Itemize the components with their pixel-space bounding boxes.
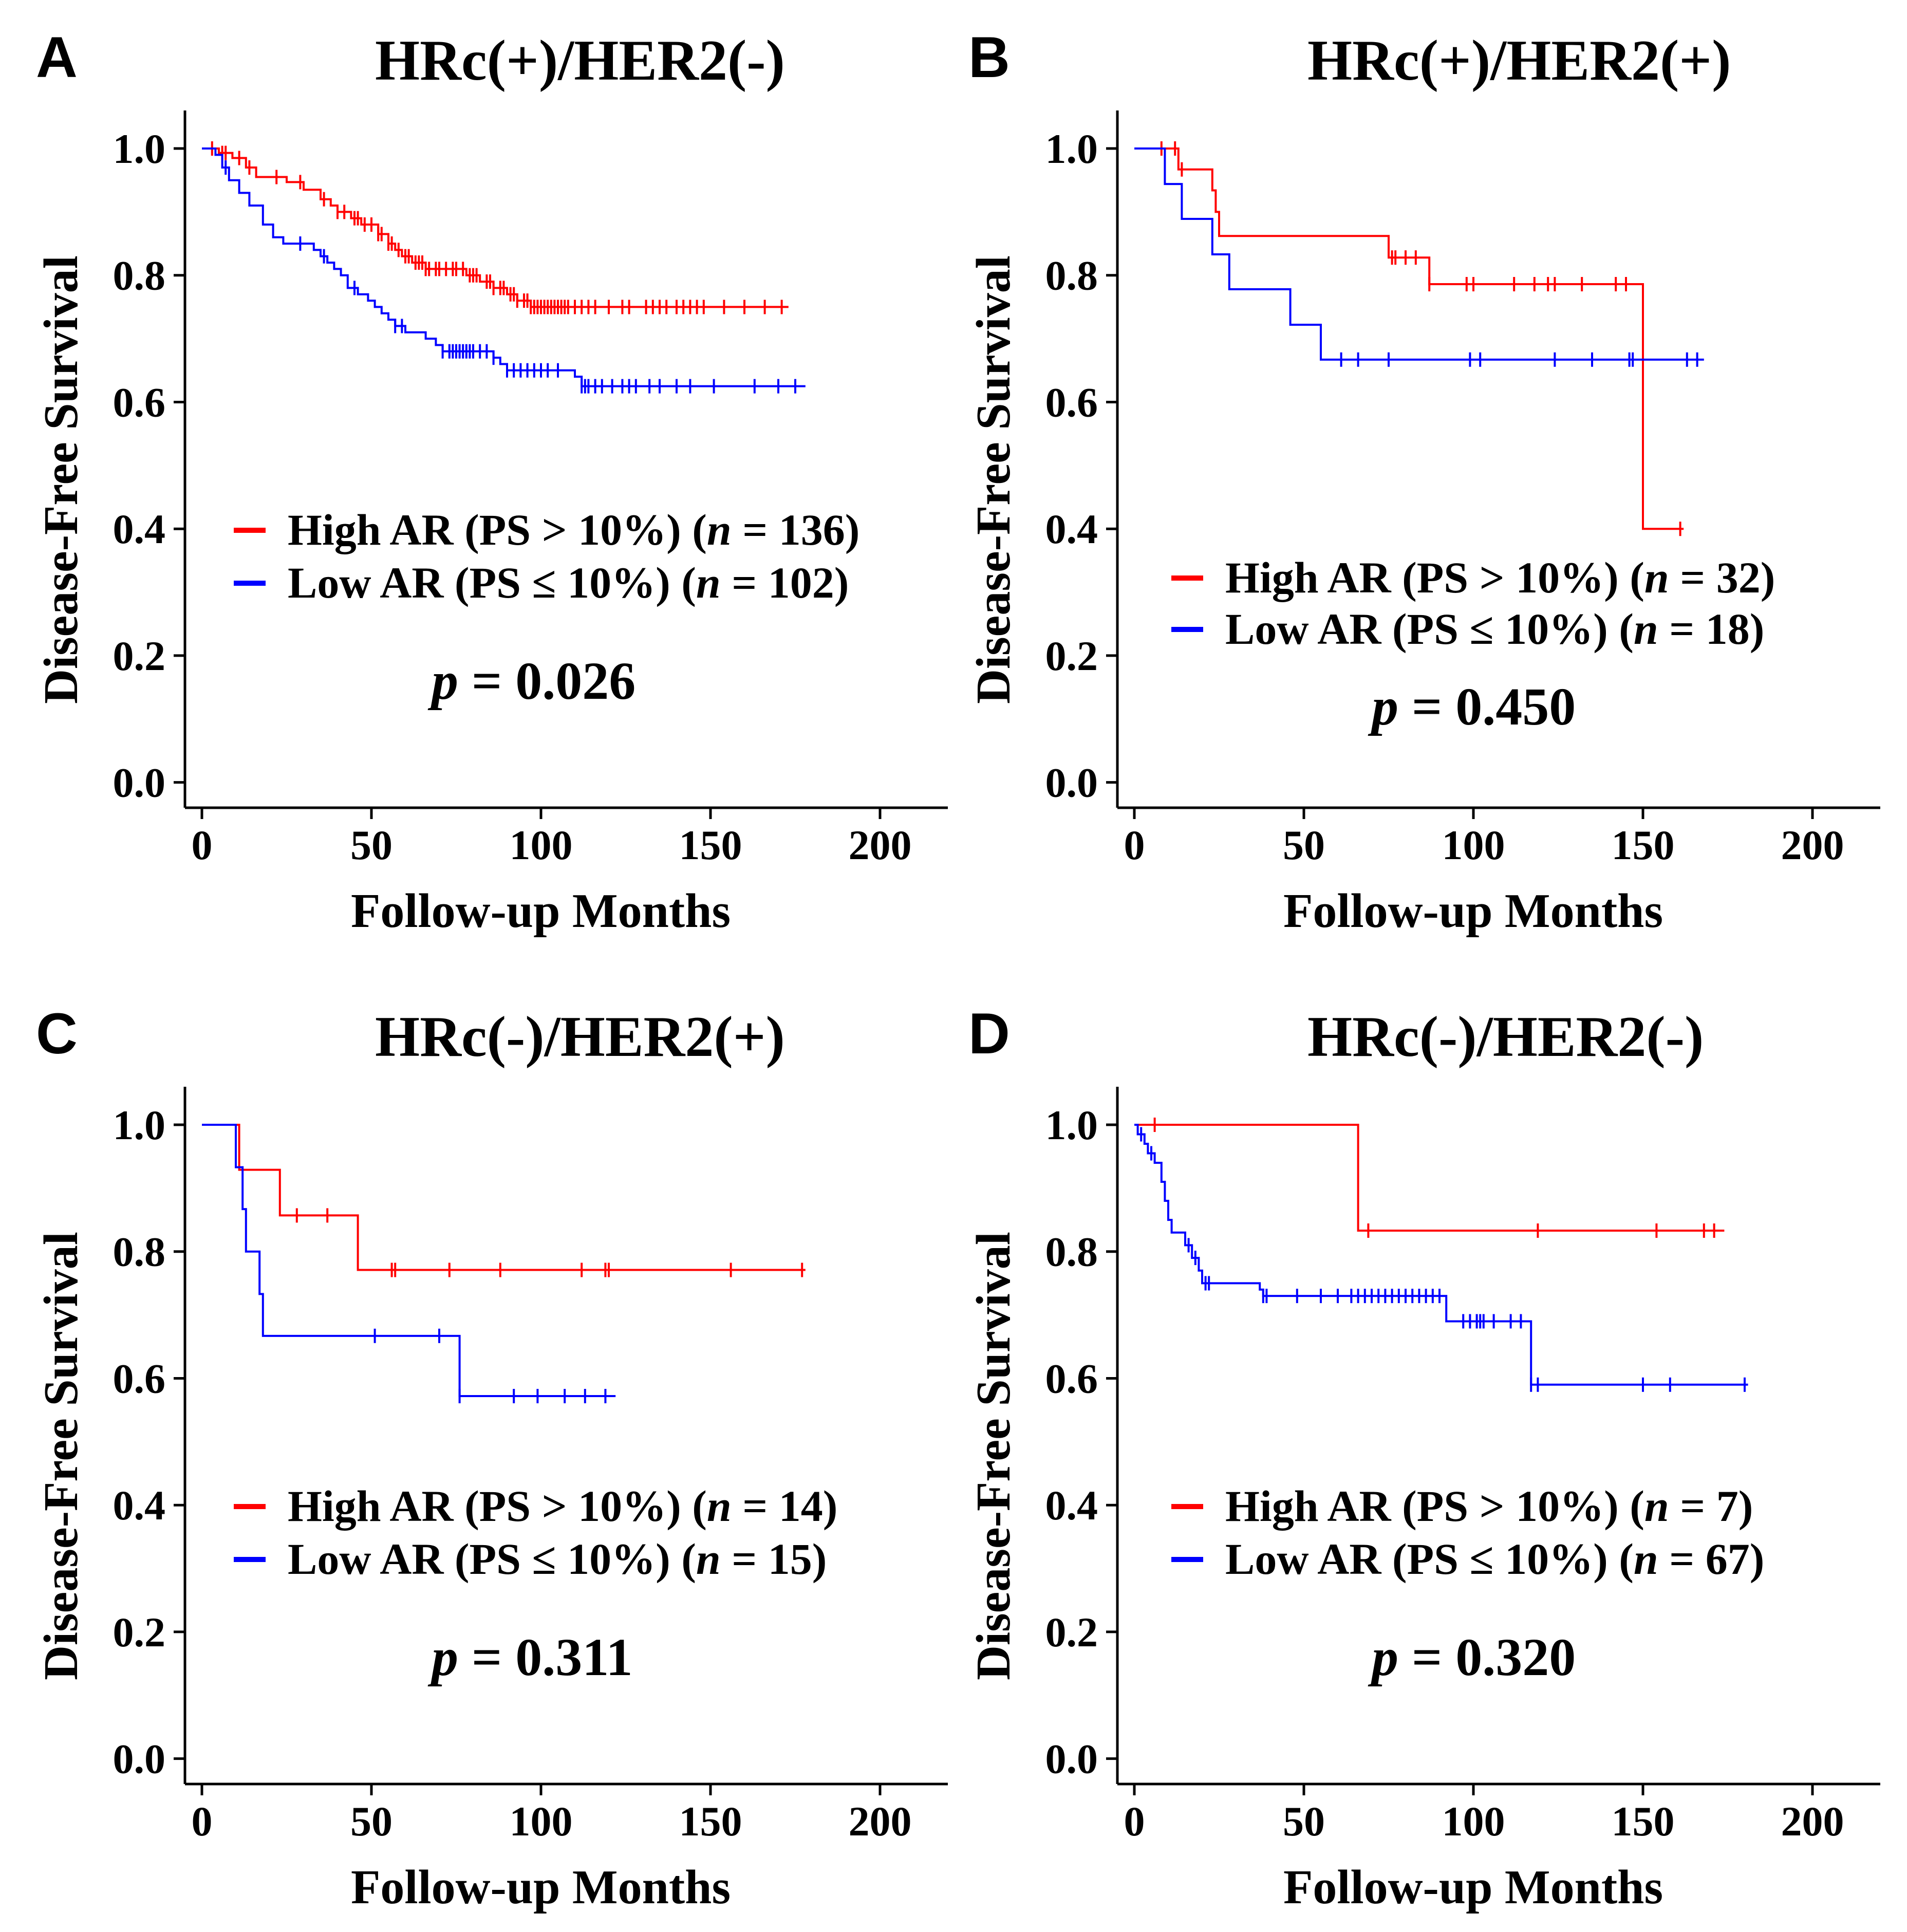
- p-value: p = 0.450: [1368, 677, 1576, 736]
- y-tick-label: 0.0: [113, 1736, 166, 1782]
- y-tick-label: 0.6: [113, 379, 166, 425]
- y-tick-label: 0.8: [1045, 1229, 1098, 1275]
- legend-label-high: High AR (PS > 10%) (n = 32): [1225, 553, 1775, 602]
- y-tick-label: 0.4: [1045, 506, 1098, 552]
- survival-curve-high: [202, 147, 789, 308]
- x-tick-label: 50: [1283, 822, 1325, 868]
- y-axis-title: Disease-Free Survival: [967, 1232, 1020, 1680]
- survival-curve-low: [1134, 147, 1704, 361]
- y-tick-label: 0.2: [1045, 1609, 1098, 1656]
- x-tick-label: 0: [1124, 822, 1145, 868]
- panel-a: A HRc(+)/HER2(-) 0.0 0.2 0.4 0.6 0.8 1.0 0 50 100 1…: [34, 25, 948, 938]
- x-tick-label: 100: [510, 822, 573, 868]
- legend-label-low: Low AR (PS ≤ 10%) (n = 102): [288, 558, 849, 607]
- p-value: p = 0.311: [427, 1628, 633, 1687]
- y-tick-label: 0.8: [113, 1229, 166, 1275]
- x-tick-label: 100: [510, 1798, 573, 1845]
- y-tick-label: 0.4: [1045, 1482, 1098, 1529]
- y-tick-label: 0.2: [113, 633, 166, 679]
- x-tick-label: 0: [192, 822, 213, 868]
- y-tick-label: 0.6: [1045, 379, 1098, 425]
- survival-curve-high: [1134, 147, 1684, 530]
- legend-label-low: Low AR (PS ≤ 10%) (n = 67): [1225, 1534, 1764, 1584]
- panel-letter: C: [36, 1001, 78, 1066]
- p-value: p = 0.320: [1368, 1628, 1576, 1687]
- x-tick-label: 200: [849, 822, 912, 868]
- x-tick-label: 50: [350, 1798, 392, 1845]
- y-tick-label: 0.0: [1045, 1736, 1098, 1782]
- x-tick-label: 150: [679, 822, 742, 868]
- x-tick-label: 0: [1124, 1798, 1145, 1845]
- x-tick-label: 200: [1781, 1798, 1844, 1845]
- y-tick-label: 1.0: [1045, 1102, 1098, 1148]
- x-tick-label: 150: [1612, 1798, 1675, 1845]
- legend-label-high: High AR (PS > 10%) (n = 7): [1225, 1481, 1753, 1531]
- x-tick-label: 50: [1283, 1798, 1325, 1845]
- y-tick-label: 0.6: [1045, 1355, 1098, 1402]
- y-tick-label: 0.4: [113, 1482, 166, 1529]
- y-tick-label: 0.8: [113, 252, 166, 299]
- x-axis-title: Follow-up Months: [351, 1861, 731, 1914]
- y-axis-title: Disease-Free Survival: [967, 255, 1020, 704]
- panel-letter: A: [36, 25, 78, 89]
- panel-title: HRc(-)/HER2(-): [1307, 1005, 1704, 1069]
- panel-letter: B: [968, 25, 1010, 89]
- legend-label-high: High AR (PS > 10%) (n = 14): [288, 1481, 837, 1531]
- x-tick-label: 200: [849, 1798, 912, 1845]
- x-tick-label: 150: [1612, 822, 1675, 868]
- panel-title: HRc(+)/HER2(-): [375, 29, 785, 92]
- panel-c: C HRc(-)/HER2(+) 0.0 0.2 0.4 0.6 0.8 1.0 0 50 100 1…: [34, 1001, 948, 1914]
- panel-title: HRc(-)/HER2(+): [375, 1005, 785, 1069]
- x-axis-title: Follow-up Months: [351, 884, 731, 938]
- y-tick-label: 0.0: [1045, 759, 1098, 806]
- y-axis-title: Disease-Free Survival: [34, 1232, 88, 1680]
- x-tick-label: 0: [192, 1798, 213, 1845]
- y-tick-label: 0.8: [1045, 252, 1098, 299]
- x-tick-label: 200: [1781, 822, 1844, 868]
- y-tick-label: 0.0: [113, 759, 166, 806]
- legend-label-low: Low AR (PS ≤ 10%) (n = 18): [1225, 604, 1764, 654]
- x-tick-label: 150: [679, 1798, 742, 1845]
- y-tick-label: 0.4: [113, 506, 166, 552]
- panel-title: HRc(+)/HER2(+): [1307, 29, 1731, 92]
- survival-curve-low: [202, 1124, 616, 1398]
- survival-curve-low: [202, 147, 806, 387]
- panel-letter: D: [968, 1001, 1010, 1066]
- y-tick-label: 1.0: [113, 1102, 166, 1148]
- p-value: p = 0.026: [427, 652, 635, 711]
- x-tick-label: 100: [1442, 1798, 1505, 1845]
- panel-d: D HRc(-)/HER2(-) 0.0 0.2 0.4 0.6 0.8 1.0 0 50 100 1…: [967, 1001, 1880, 1914]
- survival-curve-high: [1134, 1124, 1725, 1232]
- x-tick-label: 100: [1442, 822, 1505, 868]
- legend-label-high: High AR (PS > 10%) (n = 136): [288, 505, 859, 554]
- x-tick-label: 50: [350, 822, 392, 868]
- y-tick-label: 1.0: [113, 125, 166, 172]
- y-tick-label: 0.2: [113, 1609, 166, 1656]
- x-axis-title: Follow-up Months: [1283, 1861, 1663, 1914]
- y-tick-label: 0.2: [1045, 633, 1098, 679]
- y-axis-title: Disease-Free Survival: [34, 255, 88, 704]
- legend-label-low: Low AR (PS ≤ 10%) (n = 15): [288, 1534, 827, 1584]
- y-tick-label: 0.6: [113, 1355, 166, 1402]
- survival-curve-low: [1134, 1124, 1748, 1386]
- panel-b: B HRc(+)/HER2(+) 0.0 0.2 0.4 0.6 0.8 1.0 0 50 100 1…: [967, 25, 1880, 938]
- y-tick-label: 1.0: [1045, 125, 1098, 172]
- x-axis-title: Follow-up Months: [1283, 884, 1663, 938]
- survival-curve-high: [202, 1124, 806, 1271]
